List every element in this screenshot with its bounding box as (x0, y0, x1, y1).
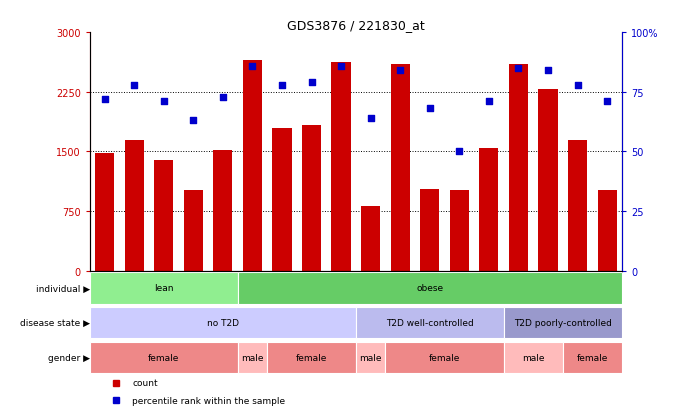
Point (158, 99, 169, 105)
Text: disease state ▶: disease state ▶ (20, 318, 90, 327)
Bar (480, 149, 498, 271)
Bar (267, 342, 356, 373)
Point (188, 118, 199, 124)
Point (602, 99, 613, 105)
Bar (562, 342, 622, 373)
Bar (509, 65, 528, 271)
Bar (184, 191, 203, 271)
Text: percentile rank within the sample: percentile rank within the sample (133, 396, 285, 405)
Bar (243, 61, 262, 271)
Bar (90, 342, 238, 373)
Bar (302, 126, 321, 271)
Bar (356, 342, 386, 373)
Point (276, 82, 287, 89)
Text: T2D well-controlled: T2D well-controlled (386, 318, 473, 327)
Bar (420, 189, 439, 271)
Bar (95, 154, 114, 271)
Bar (361, 206, 380, 271)
Point (217, 94, 228, 101)
Bar (154, 161, 173, 271)
Point (483, 99, 494, 105)
Bar (390, 65, 410, 271)
Bar (504, 342, 562, 373)
Bar (450, 190, 469, 271)
Bar (356, 307, 504, 338)
Point (306, 80, 317, 86)
Point (247, 63, 258, 70)
Bar (238, 273, 622, 304)
Point (336, 63, 347, 70)
Point (424, 106, 435, 112)
Text: obese: obese (416, 284, 444, 293)
Text: T2D poorly-controlled: T2D poorly-controlled (514, 318, 612, 327)
Point (572, 82, 583, 89)
Title: GDS3876 / 221830_at: GDS3876 / 221830_at (287, 19, 425, 32)
Bar (504, 307, 622, 338)
Point (513, 65, 524, 72)
Bar (272, 128, 292, 271)
Point (99, 96, 110, 103)
Bar (538, 90, 558, 271)
Text: lean: lean (154, 284, 173, 293)
Text: female: female (148, 353, 180, 362)
Bar (90, 307, 356, 338)
Text: male: male (522, 353, 545, 362)
Bar (332, 63, 351, 271)
Text: gender ▶: gender ▶ (48, 353, 90, 362)
Text: female: female (429, 353, 460, 362)
Bar (124, 141, 144, 271)
Text: female: female (296, 353, 328, 362)
Text: male: male (359, 353, 382, 362)
Bar (238, 342, 267, 373)
Text: male: male (241, 353, 264, 362)
Point (542, 68, 553, 74)
Point (395, 68, 406, 74)
Point (129, 82, 140, 89)
Point (454, 149, 465, 155)
Bar (568, 141, 587, 271)
Bar (386, 342, 504, 373)
Bar (598, 191, 617, 271)
Bar (214, 150, 232, 271)
Point (365, 115, 376, 122)
Text: female: female (577, 353, 608, 362)
Text: count: count (133, 379, 158, 387)
Text: no T2D: no T2D (207, 318, 239, 327)
Bar (90, 273, 238, 304)
Text: individual ▶: individual ▶ (36, 284, 90, 293)
